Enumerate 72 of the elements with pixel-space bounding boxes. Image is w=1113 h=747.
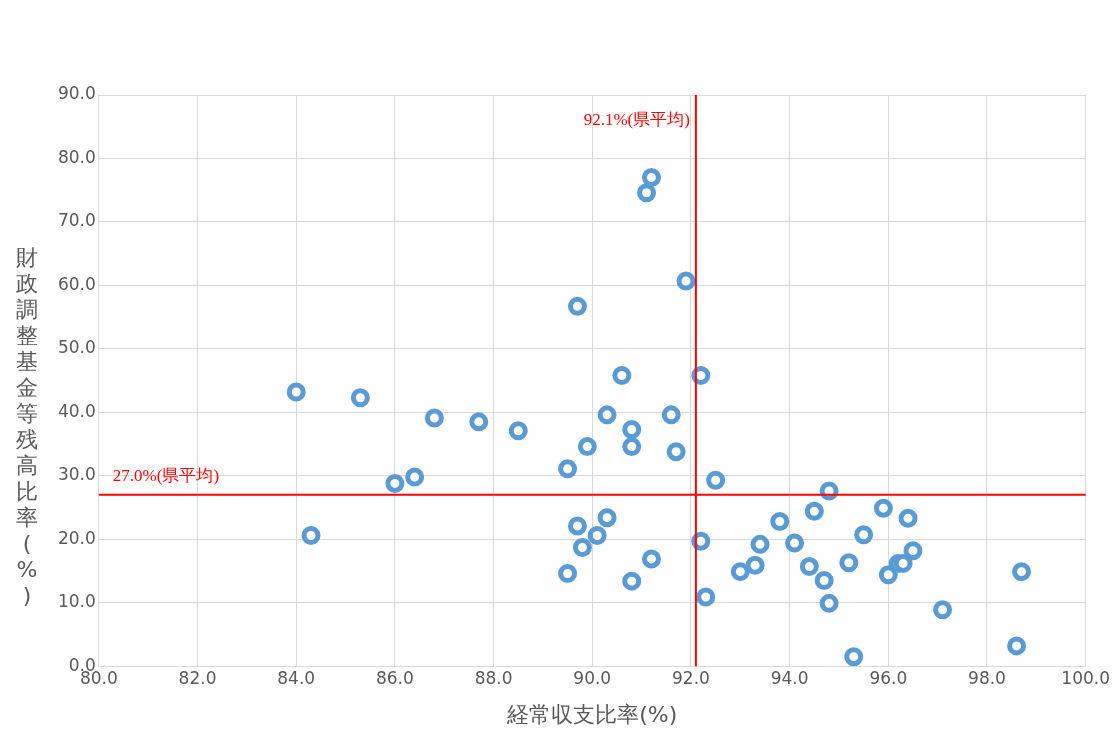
- point: [814, 571, 834, 591]
- x-tick-label: 90.0: [573, 667, 612, 688]
- x-axis-title: 経常収支比率(%): [506, 701, 678, 727]
- point: [745, 555, 765, 575]
- point: [587, 525, 607, 545]
- point: [839, 553, 859, 573]
- point: [661, 405, 681, 425]
- point: [567, 516, 587, 536]
- point: [622, 437, 642, 457]
- x-tick-label: 96.0: [869, 667, 908, 688]
- point: [898, 508, 918, 528]
- point: [844, 647, 864, 667]
- text: 財政調整基金等残高比率(%): [16, 245, 38, 608]
- point: [666, 442, 686, 462]
- point: [804, 501, 824, 521]
- ref-line-label: 92.1%(県平均): [583, 109, 690, 129]
- y-tick-label: 60.0: [57, 273, 96, 294]
- point: [286, 382, 306, 402]
- y-tick-label: 10.0: [57, 591, 96, 612]
- point: [799, 557, 819, 577]
- point: [933, 600, 953, 620]
- x-tick-label: 98.0: [968, 667, 1006, 688]
- point: [567, 296, 587, 316]
- y-tick-label: 20.0: [57, 527, 96, 548]
- point: [385, 473, 405, 493]
- point: [1007, 636, 1027, 656]
- point: [350, 388, 370, 408]
- x-tick-label: 92.0: [672, 667, 710, 688]
- y-tick-label: 40.0: [57, 400, 96, 421]
- y-tick-label: 80.0: [57, 146, 96, 167]
- point: [785, 533, 805, 553]
- point: [558, 459, 578, 479]
- point: [676, 271, 696, 291]
- point: [469, 412, 489, 432]
- point: [770, 512, 790, 531]
- x-tick-label: 88.0: [474, 667, 513, 688]
- point: [641, 549, 661, 569]
- point: [878, 565, 898, 585]
- point: [508, 421, 528, 441]
- point: [893, 553, 913, 573]
- point: [405, 467, 425, 487]
- point: [641, 168, 661, 188]
- point: [873, 498, 893, 518]
- point: [622, 419, 642, 439]
- point: [577, 437, 597, 457]
- point: [854, 525, 874, 545]
- x-tick-label: 86.0: [375, 667, 414, 688]
- point: [424, 408, 444, 428]
- point: [1012, 562, 1032, 582]
- point: [696, 587, 716, 607]
- point: [750, 534, 770, 554]
- y-tick-label: 90.0: [57, 83, 96, 104]
- x-tick-label: 82.0: [178, 667, 217, 688]
- point: [622, 571, 642, 591]
- point: [572, 538, 592, 558]
- ref-line-label: 27.0%(県平均): [112, 465, 220, 485]
- point: [597, 508, 617, 528]
- point: [819, 593, 839, 613]
- point: [612, 366, 632, 386]
- y-tick-label: 30.0: [57, 464, 96, 485]
- x-tick-label: 84.0: [277, 667, 316, 688]
- point: [301, 525, 321, 545]
- y-tick-label: 70.0: [57, 210, 96, 231]
- x-tick-label: 94.0: [770, 667, 809, 688]
- x-tick-label: 100.0: [1061, 667, 1110, 688]
- point: [637, 183, 657, 203]
- point: [597, 405, 617, 425]
- point: [706, 470, 726, 490]
- point: [730, 562, 750, 582]
- point: [558, 564, 578, 584]
- y-tick-label: 50.0: [57, 337, 96, 358]
- point: [903, 541, 923, 561]
